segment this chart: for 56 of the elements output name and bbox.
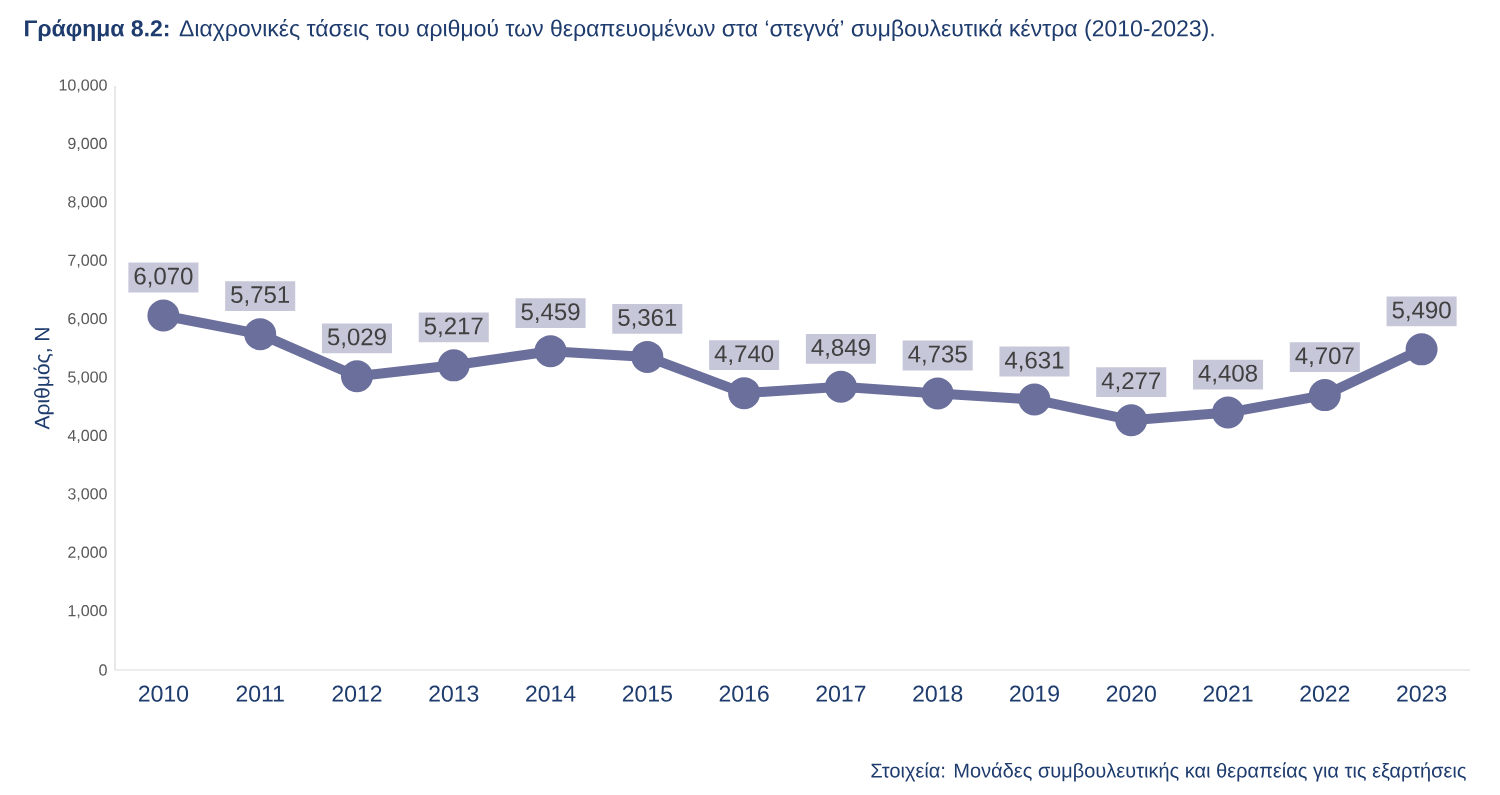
y-tick-label: 1,000 (68, 604, 107, 619)
point (534, 335, 567, 368)
x-tick-label: 2020 (1106, 685, 1156, 702)
data-label: 4,849 (811, 338, 870, 359)
y-tick-label: 4,000 (67, 429, 107, 443)
point (921, 377, 954, 410)
x-tick-label: 2022 (1300, 685, 1350, 702)
point (631, 340, 664, 373)
data-label: 5,361 (618, 309, 677, 329)
x-tick-label: 2021 (1203, 685, 1253, 702)
x-tick-label: 2023 (1397, 685, 1447, 702)
point (437, 349, 470, 382)
point (1115, 404, 1148, 437)
data-label: 5,490 (1392, 301, 1451, 322)
chart-title: Γράφημα 8.2: Διαχρονικές τάσεις του αριθμού των θεραπευομένων στα ‘στεγνά’ συμβουλευτικά κέντρα (2010-2023). (25, 18, 1214, 42)
x-tick-label: 2013 (429, 685, 479, 702)
data-label: 4,277 (1101, 372, 1161, 393)
point (1018, 383, 1051, 416)
point (1405, 333, 1438, 366)
y-tick-label: 7,000 (68, 254, 107, 268)
x-tick-label: 2010 (138, 685, 189, 702)
y-tick-label: 0 (99, 664, 107, 676)
x-tick-label: 2014 (526, 685, 576, 702)
y-tick-label: 3,000 (68, 488, 107, 502)
y-tick-label: 10,000 (59, 79, 107, 93)
point (1308, 379, 1341, 412)
x-tick-label: 2017 (816, 685, 866, 702)
point (147, 299, 180, 332)
y-tick-label: 5,000 (68, 371, 107, 385)
text: Στοιχεία: Μονάδες συμβουλευτικής και θεραπείας για τις εξαρτήσεις (871, 762, 1466, 782)
x-tick-label: 2019 (1010, 685, 1059, 702)
point (728, 377, 761, 410)
y-tick-label: 2,000 (68, 546, 107, 560)
point (244, 318, 277, 351)
data-label: 5,751 (231, 286, 290, 306)
point (340, 360, 373, 393)
data-label: 5,459 (521, 303, 580, 324)
y-tick-label: 6,000 (68, 312, 107, 327)
point (824, 370, 857, 403)
x-tick-label: 2011 (236, 685, 284, 702)
data-label: 4,735 (908, 345, 967, 366)
y-tick-label: 8,000 (68, 196, 107, 210)
data-label: 4,740 (714, 345, 774, 366)
data-label: 5,217 (424, 317, 483, 338)
x-tick-label: 2012 (332, 685, 382, 702)
y-axis-title: Αριθμός, Ν (33, 328, 54, 430)
y-tick-label: 9,000 (68, 137, 107, 151)
data-label: 4,631 (1004, 351, 1064, 372)
data-label: 4,408 (1198, 364, 1257, 385)
data-label: 6,070 (134, 267, 193, 288)
point (1212, 396, 1245, 429)
x-tick-label: 2018 (913, 685, 963, 702)
data-label: 5,029 (327, 328, 386, 349)
x-tick-label: 2015 (622, 685, 672, 702)
x-tick-label: 2016 (719, 685, 769, 702)
data-label: 4,707 (1295, 347, 1354, 368)
